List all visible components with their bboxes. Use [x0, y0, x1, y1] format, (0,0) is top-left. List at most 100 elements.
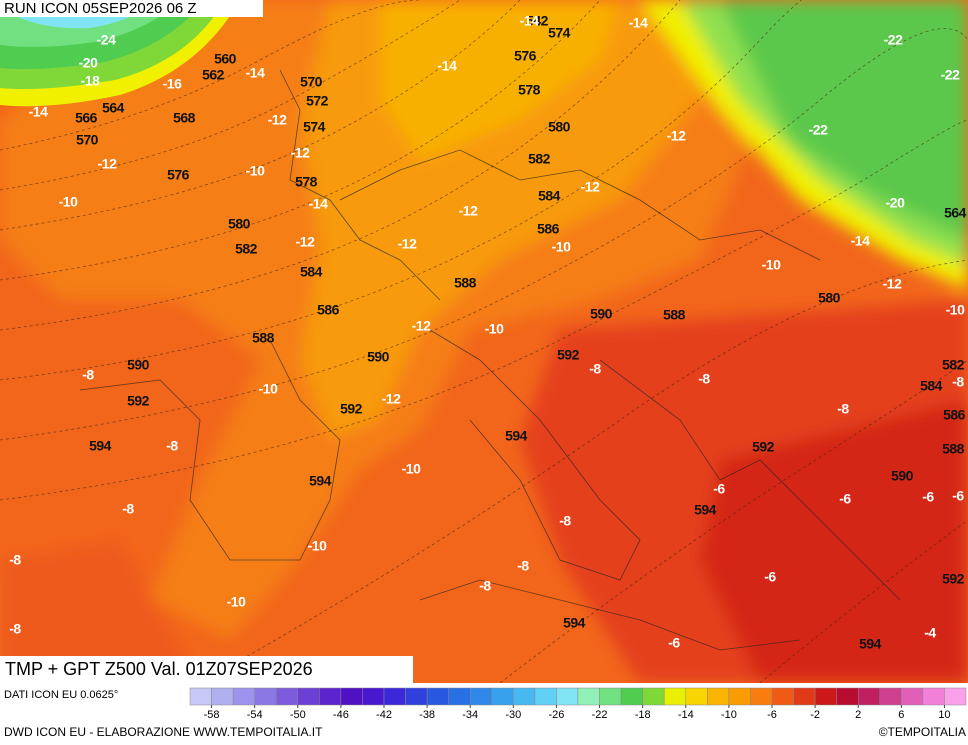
color-swatch: [254, 687, 277, 706]
gp-label: 582: [942, 357, 965, 373]
gp-label: 590: [127, 357, 150, 373]
map-field: [0, 0, 968, 683]
tmp-label: -10: [762, 257, 781, 273]
tmp-label: -8: [166, 438, 178, 454]
gp-label: 570: [300, 74, 323, 90]
colorbar-label: 6: [898, 709, 904, 721]
gp-label: 588: [252, 330, 275, 346]
gp-label: 592: [942, 571, 965, 587]
gp-label: 586: [943, 407, 966, 423]
tmp-label: -12: [291, 145, 310, 161]
colorbar-label: -30: [505, 709, 521, 721]
color-swatch: [750, 687, 773, 706]
tmp-label: -10: [402, 461, 421, 477]
gp-label: 574: [548, 25, 571, 41]
tmp-label: -8: [122, 501, 134, 517]
tmp-label: -8: [559, 513, 571, 529]
tmp-label: -6: [668, 635, 680, 651]
color-swatch: [879, 687, 902, 706]
tmp-label: -10: [552, 239, 571, 255]
tmp-label: -12: [98, 156, 117, 172]
tmp-label: -14: [29, 104, 48, 120]
gp-label: 592: [340, 401, 363, 417]
color-swatch: [340, 687, 363, 706]
gp-label: 562: [202, 67, 225, 83]
tmp-label: -10: [59, 194, 78, 210]
caption: TMP + GPT Z500 Val. 01Z07SEP2026: [5, 659, 313, 679]
tmp-label: -6: [952, 488, 964, 504]
tmp-label: -10: [946, 302, 965, 318]
tmp-label: -8: [952, 374, 964, 390]
color-swatch: [663, 687, 687, 706]
gp-label: 564: [102, 100, 125, 116]
colorbar-label: -6: [767, 709, 777, 721]
tmp-label: -6: [839, 491, 851, 507]
colorbar-label: -34: [462, 709, 478, 721]
color-swatch: [275, 687, 299, 706]
color-swatch: [922, 687, 945, 706]
gp-label: 580: [228, 216, 251, 232]
tmp-label: -14: [851, 233, 870, 249]
caption-box: [0, 656, 413, 683]
gp-label: 594: [309, 473, 332, 489]
tmp-label: -8: [9, 552, 21, 568]
gp-label: 560: [214, 51, 237, 67]
color-swatch: [642, 687, 665, 706]
tmp-label: -22: [941, 67, 960, 83]
tmp-label: -8: [9, 621, 21, 637]
color-swatch: [297, 687, 320, 706]
colorbar-label: -38: [419, 709, 435, 721]
color-swatch: [556, 687, 579, 706]
colorbar-label: -46: [333, 709, 349, 721]
color-swatch: [599, 687, 622, 706]
color-swatch: [189, 687, 212, 706]
gp-label: 578: [295, 174, 318, 190]
temperature-labels: -24 -20 -18 -16 -14 -14 -12 -12 -12 -10 …: [9, 13, 965, 651]
tmp-label: -12: [412, 318, 431, 334]
gp-label: 592: [752, 439, 775, 455]
tmp-label: -16: [163, 76, 182, 92]
gp-label: 574: [303, 119, 326, 135]
tmp-label: -10: [259, 381, 278, 397]
gp-label: 584: [538, 188, 561, 204]
gp-label: 594: [563, 615, 586, 631]
tmp-label: -12: [296, 234, 315, 250]
gp-label: 594: [89, 438, 112, 454]
color-swatch: [620, 687, 643, 706]
colorbar: -58 -54 -50 -46 -42 -38 -34 -30 -26 -22 -18 -14 -10-…: [189, 687, 967, 721]
tmp-label: -20: [886, 195, 905, 211]
color-swatch: [793, 687, 816, 706]
tmp-label: -12: [382, 391, 401, 407]
tmp-label: -18: [81, 73, 100, 89]
tmp-label: -10: [308, 538, 327, 554]
gp-label: 584: [300, 264, 323, 280]
gp-label: 586: [317, 302, 340, 318]
tmp-label: -10: [246, 163, 265, 179]
tmp-label: -24: [97, 32, 116, 48]
tmp-label: -8: [517, 558, 529, 574]
tmp-label: -8: [479, 578, 491, 594]
colorbar-label: -26: [548, 709, 564, 721]
tmp-label: -12: [268, 112, 287, 128]
colorbar-label: 2: [855, 709, 861, 721]
gp-label: 588: [942, 441, 965, 457]
tmp-label: -14: [438, 58, 457, 74]
color-swatch: [944, 687, 967, 706]
color-swatch: [814, 687, 837, 706]
color-swatch: [211, 687, 234, 706]
run-title: RUN ICON 05SEP2026 06 Z: [4, 0, 197, 17]
color-swatch: [426, 687, 449, 706]
colorbar-label: -18: [635, 709, 651, 721]
gp-label: 594: [859, 636, 882, 652]
color-swatch: [491, 687, 514, 706]
gp-label: 566: [75, 110, 98, 126]
data-source: DATI ICON EU 0.0625°: [4, 689, 118, 701]
tmp-label: -14: [309, 196, 328, 212]
gp-label: 586: [537, 221, 560, 237]
gp-label: 582: [235, 241, 258, 257]
colorbar-label: -58: [204, 709, 220, 721]
gp-label: 576: [514, 48, 537, 64]
tmp-label: -6: [922, 489, 934, 505]
gp-label: 592: [557, 347, 580, 363]
colorbar-label: 10: [938, 709, 950, 721]
